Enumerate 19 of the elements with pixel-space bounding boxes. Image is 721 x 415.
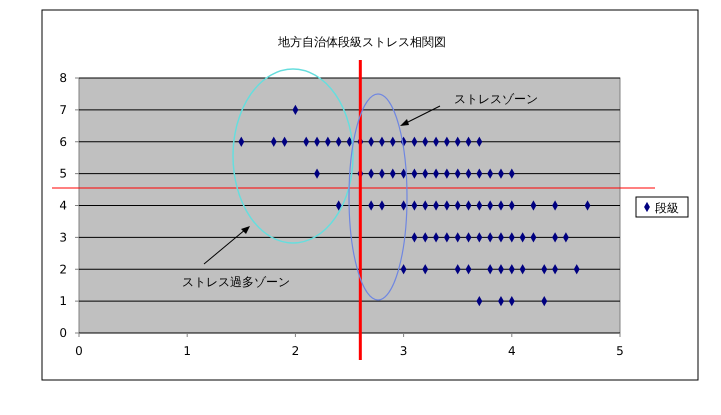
y-tick-label: 4 [59, 198, 67, 212]
y-tick-label: 1 [59, 294, 67, 308]
y-tick-label: 7 [59, 102, 67, 117]
legend-label: 段級 [655, 201, 679, 215]
y-tick-label: 5 [59, 166, 67, 181]
x-tick-label: 4 [508, 344, 516, 358]
y-tick-label: 6 [59, 134, 67, 149]
y-tick-label: 2 [59, 262, 67, 276]
x-tick-label: 5 [616, 344, 624, 358]
y-tick-label: 8 [59, 71, 67, 85]
annotation: ストレスゾーン [454, 92, 538, 106]
x-tick-label: 3 [400, 344, 408, 358]
y-tick-label: 3 [59, 230, 67, 244]
y-tick-label: 0 [59, 326, 67, 340]
x-tick-label: 0 [75, 344, 83, 358]
annotation: ストレス過多ゾーン [182, 275, 290, 289]
x-tick-label: 2 [292, 344, 300, 358]
chart-title: 地方自治体段級ストレス相関図 [277, 35, 446, 49]
x-tick-label: 1 [183, 344, 192, 358]
